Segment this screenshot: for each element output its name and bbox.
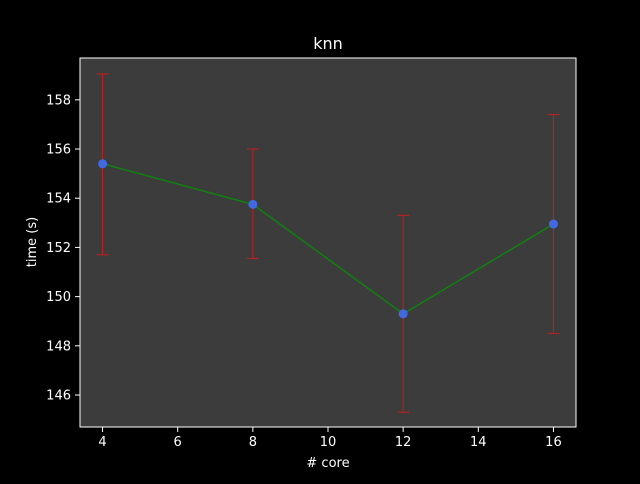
y-tick-label: 150	[46, 290, 71, 305]
x-tick-label: 14	[470, 435, 487, 450]
chart-title: knn	[313, 34, 343, 53]
y-tick-label: 146	[46, 389, 71, 404]
plot-frame	[79, 57, 577, 428]
y-tick-label: 152	[46, 241, 71, 256]
series-line	[102, 163, 554, 315]
data-point	[98, 159, 108, 169]
y-axis-label: time (s)	[25, 217, 40, 267]
y-tick-label: 154	[46, 192, 71, 207]
data-point	[248, 199, 258, 209]
data-point	[548, 219, 558, 229]
x-tick-label: 6	[174, 435, 182, 450]
x-tick-label: 8	[249, 435, 257, 450]
data-point	[398, 309, 408, 319]
points-layer	[98, 159, 558, 319]
line-layer	[102, 163, 554, 315]
y-tick-label: 158	[46, 93, 71, 108]
x-axis: 4 6 8 10 12 14 16	[98, 427, 562, 450]
x-tick-label: 16	[545, 435, 562, 450]
x-tick-label: 10	[320, 435, 337, 450]
y-tick-label: 156	[46, 143, 71, 158]
x-tick-label: 4	[98, 435, 106, 450]
y-axis: 146 148 150 152 154 156 158	[46, 93, 80, 404]
x-tick-label: 12	[395, 435, 412, 450]
plot-area	[80, 58, 576, 427]
x-axis-label: # core	[306, 456, 349, 471]
y-tick-label: 148	[46, 339, 71, 354]
